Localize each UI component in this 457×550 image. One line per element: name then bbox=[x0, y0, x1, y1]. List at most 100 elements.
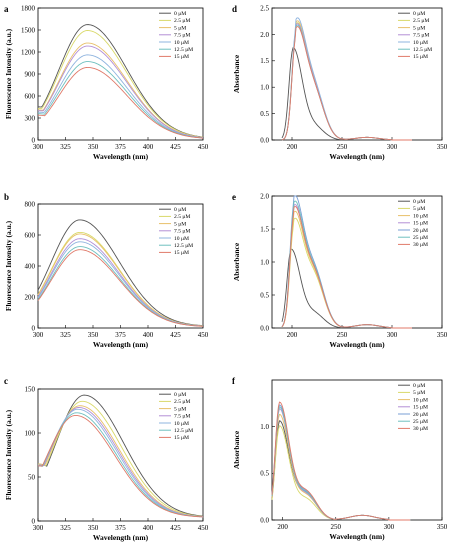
y-tick-label: 0 bbox=[32, 517, 36, 525]
y-axis-title: Fluorescence Intensity (a.u.) bbox=[4, 28, 13, 119]
legend-label: 30 μM bbox=[413, 426, 428, 432]
legend-label: 25 μM bbox=[413, 419, 428, 425]
x-axis-title: Wavelength (nm) bbox=[93, 340, 149, 349]
series-line bbox=[281, 23, 412, 141]
y-tick-label: 0.0 bbox=[260, 516, 269, 524]
legend-label: 12.5 μM bbox=[174, 428, 193, 434]
legend-label: 0 μM bbox=[174, 392, 186, 398]
legend-label: 2.5 μM bbox=[174, 18, 190, 24]
series-line bbox=[281, 24, 412, 141]
legend-label: 0 μM bbox=[413, 11, 425, 17]
x-tick-label: 325 bbox=[60, 143, 71, 151]
y-axis-title: Fluorescence Intensity (a.u.) bbox=[4, 409, 13, 500]
series-line bbox=[271, 401, 411, 521]
y-tick-label: 1.0 bbox=[260, 423, 269, 431]
x-tick-label: 425 bbox=[170, 524, 181, 532]
legend-label: 5 μM bbox=[413, 390, 425, 396]
legend-label: 12.5 μM bbox=[174, 243, 193, 249]
y-tick-label: 1500 bbox=[21, 26, 36, 34]
y-tick-label: 600 bbox=[25, 231, 36, 239]
plot-frame bbox=[271, 379, 443, 521]
x-tick-label: 200 bbox=[287, 331, 298, 339]
y-tick-label: 150 bbox=[25, 385, 36, 393]
series-line bbox=[281, 217, 412, 329]
x-axis-title: Wavelength (nm) bbox=[329, 152, 385, 161]
y-tick-label: 0 bbox=[32, 324, 36, 332]
y-tick-label: 0.5 bbox=[260, 470, 269, 478]
y-axis-title: Fluorescence Intensity (a.u.) bbox=[4, 220, 13, 311]
y-tick-label: 2.0 bbox=[260, 192, 269, 200]
y-tick-label: 1200 bbox=[21, 48, 36, 56]
legend-label: 5 μM bbox=[174, 221, 186, 227]
legend-label: 0 μM bbox=[413, 383, 425, 389]
y-tick-label: 50 bbox=[28, 473, 36, 481]
series-line bbox=[281, 210, 412, 329]
series-line bbox=[37, 54, 204, 139]
legend-label: 5 μM bbox=[413, 25, 425, 31]
chart-panel-d: d 200 250 300 350 0.0 0.5 1.0 1.5 2.0 2.5 Wavelengt… bbox=[232, 4, 448, 161]
legend-label: 5 μM bbox=[413, 206, 425, 212]
y-tick-label: 1.0 bbox=[260, 84, 269, 92]
x-tick-label: 200 bbox=[277, 523, 288, 531]
y-tick-label: 0 bbox=[32, 136, 36, 144]
legend-label: 10 μM bbox=[174, 421, 189, 427]
series-line bbox=[37, 61, 204, 139]
series-line bbox=[281, 22, 412, 141]
legend-label: 15 μM bbox=[413, 54, 428, 60]
x-tick-label: 400 bbox=[143, 331, 154, 339]
x-tick-label: 450 bbox=[198, 331, 209, 339]
legend-label: 7.5 μM bbox=[174, 33, 190, 39]
legend-label: 12.5 μM bbox=[413, 47, 432, 53]
x-tick-label: 425 bbox=[170, 143, 181, 151]
legend-label: 10 μM bbox=[413, 397, 428, 403]
x-tick-label: 450 bbox=[198, 524, 209, 532]
x-tick-label: 300 bbox=[33, 524, 44, 532]
x-tick-label: 400 bbox=[143, 524, 154, 532]
y-tick-label: 600 bbox=[25, 92, 36, 100]
x-tick-label: 200 bbox=[287, 143, 298, 151]
series-line bbox=[37, 67, 204, 139]
series-line bbox=[281, 20, 412, 141]
y-tick-label: 100 bbox=[25, 429, 36, 437]
legend-label: 20 μM bbox=[413, 412, 428, 418]
x-tick-label: 300 bbox=[33, 143, 44, 151]
legend-label: 7.5 μM bbox=[174, 229, 190, 235]
legend-label: 15 μM bbox=[174, 54, 189, 60]
series-line bbox=[37, 45, 204, 139]
series-line bbox=[271, 425, 411, 521]
panel-letter: f bbox=[232, 376, 236, 386]
y-tick-label: 0.0 bbox=[260, 136, 269, 144]
legend-label: 12.5 μM bbox=[174, 47, 193, 53]
legend-label: 20 μM bbox=[413, 228, 428, 234]
legend-label: 10 μM bbox=[174, 40, 189, 46]
legend-label: 30 μM bbox=[413, 242, 428, 248]
legend-label: 2.5 μM bbox=[174, 399, 190, 405]
x-tick-label: 350 bbox=[88, 331, 99, 339]
series-line bbox=[281, 195, 412, 329]
chart-panel-e: e 200 250 300 350 0.0 0.5 1.0 1.5 2.0 Wavelength (… bbox=[232, 192, 448, 349]
legend-label: 10 μM bbox=[413, 40, 428, 46]
x-tick-label: 350 bbox=[88, 524, 99, 532]
series-line bbox=[37, 249, 204, 327]
series-line bbox=[281, 47, 412, 141]
y-tick-label: 200 bbox=[25, 293, 36, 301]
y-tick-label: 1.5 bbox=[260, 225, 269, 233]
x-tick-label: 375 bbox=[115, 331, 126, 339]
x-tick-label: 350 bbox=[88, 143, 99, 151]
x-tick-label: 250 bbox=[337, 143, 348, 151]
x-tick-label: 350 bbox=[437, 331, 448, 339]
x-tick-label: 300 bbox=[384, 523, 395, 531]
y-tick-label: 0.0 bbox=[260, 324, 269, 332]
legend-label: 10 μM bbox=[174, 236, 189, 242]
y-tick-label: 1800 bbox=[21, 4, 36, 12]
y-axis-title: Absorbance bbox=[232, 242, 241, 281]
panel-letter: d bbox=[232, 4, 237, 14]
series-line bbox=[37, 246, 204, 327]
series-line bbox=[37, 30, 204, 138]
x-tick-label: 350 bbox=[437, 143, 448, 151]
x-tick-label: 250 bbox=[331, 523, 342, 531]
series-line bbox=[37, 24, 204, 138]
x-tick-label: 350 bbox=[437, 523, 448, 531]
series-line bbox=[37, 408, 204, 518]
